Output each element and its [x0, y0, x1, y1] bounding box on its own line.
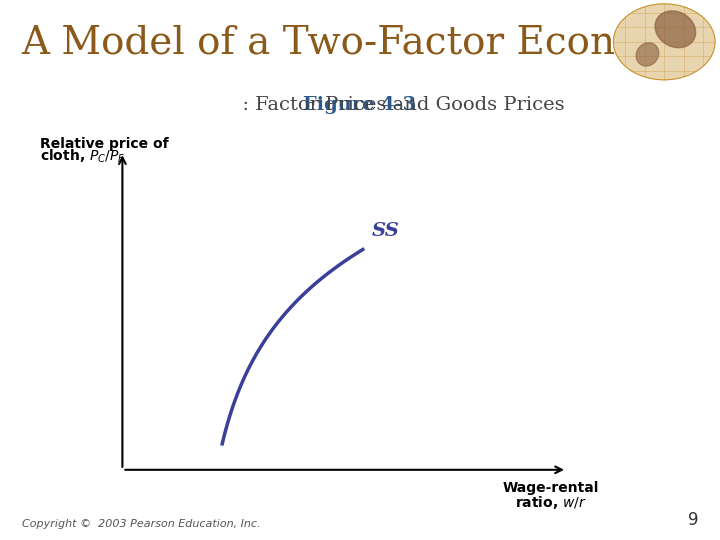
Text: : Factor Prices and Goods Prices: : Factor Prices and Goods Prices — [156, 96, 564, 114]
Text: SS: SS — [372, 222, 400, 240]
Ellipse shape — [636, 43, 659, 66]
Text: 9: 9 — [688, 511, 698, 529]
Text: Copyright ©  2003 Pearson Education, Inc.: Copyright © 2003 Pearson Education, Inc. — [22, 519, 260, 529]
Circle shape — [613, 3, 716, 80]
Text: Wage-rental: Wage-rental — [503, 481, 599, 495]
Text: Figure 4-3: Figure 4-3 — [303, 96, 417, 114]
Text: Relative price of: Relative price of — [40, 137, 168, 151]
Text: ratio, $\mathit{w/r}$: ratio, $\mathit{w/r}$ — [515, 494, 587, 511]
Text: cloth, $\mathbf{\it{P}_C/\it{P}_F}$: cloth, $\mathbf{\it{P}_C/\it{P}_F}$ — [40, 147, 125, 165]
Text: A Model of a Two-Factor Economy: A Model of a Two-Factor Economy — [22, 25, 698, 62]
Ellipse shape — [655, 11, 696, 48]
